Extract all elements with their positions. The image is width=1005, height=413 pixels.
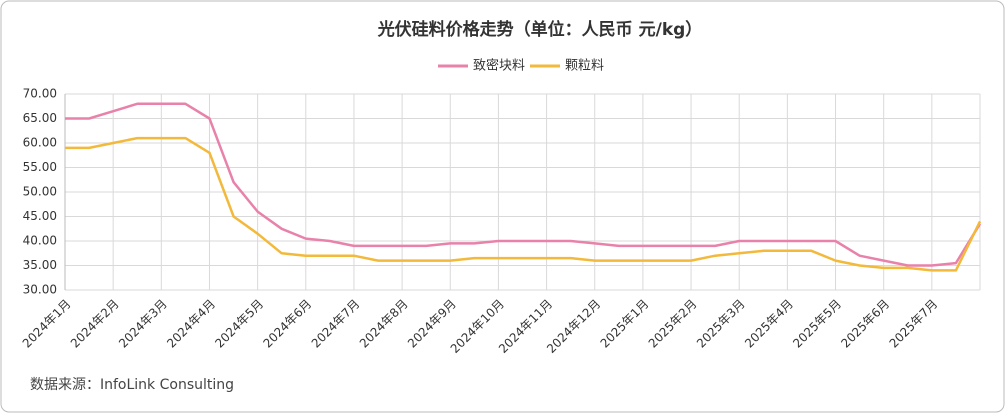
- y-tick-label: 35.00: [23, 258, 57, 272]
- source: 数据来源：InfoLink Consulting: [30, 377, 234, 393]
- legend-label: 颗粒料: [565, 59, 604, 74]
- series-line: [65, 102, 982, 267]
- y-tick-label: 45.00: [23, 209, 57, 223]
- legend-label: 致密块料: [473, 58, 525, 74]
- y-tick-label: 60.00: [23, 136, 57, 150]
- y-tick-label: 30.00: [23, 283, 57, 297]
- y-tick-label: 50.00: [23, 185, 57, 199]
- y-tick-label: 40.00: [23, 234, 57, 248]
- y-tick-label: 55.00: [23, 160, 57, 174]
- y-tick-label: 70.00: [23, 87, 57, 101]
- series-line: [65, 136, 982, 272]
- chart-title: 光伏硅料价格走势（单位：人民币 元/kg）: [377, 19, 703, 40]
- y-tick-label: 65.00: [23, 111, 57, 125]
